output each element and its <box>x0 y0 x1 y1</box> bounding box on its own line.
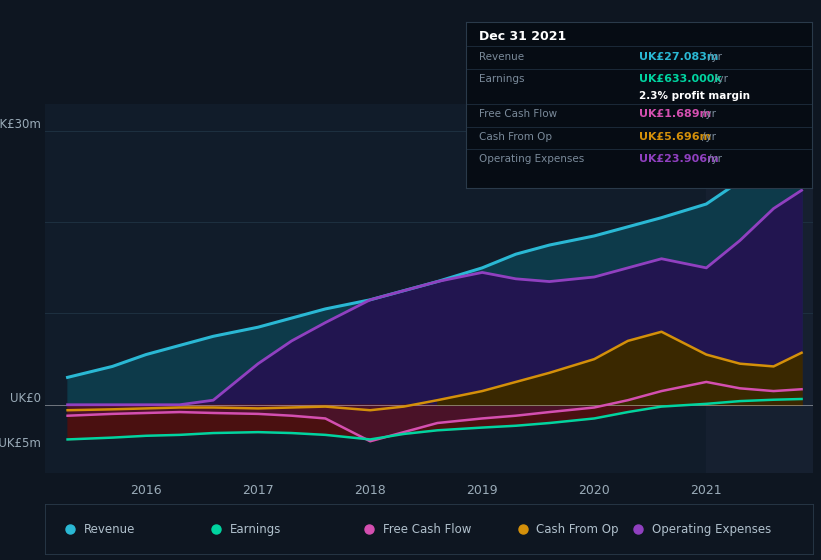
Text: /yr: /yr <box>702 109 716 119</box>
Text: /yr: /yr <box>714 74 728 84</box>
Text: UK£0: UK£0 <box>11 392 41 405</box>
Text: Free Cash Flow: Free Cash Flow <box>383 522 471 536</box>
Text: UK£27.083m: UK£27.083m <box>639 52 718 62</box>
Text: UK£23.906m: UK£23.906m <box>639 154 718 164</box>
Text: Cash From Op: Cash From Op <box>536 522 619 536</box>
Text: Operating Expenses: Operating Expenses <box>479 154 585 164</box>
Text: UK£1.689m: UK£1.689m <box>639 109 711 119</box>
Text: UK£5.696m: UK£5.696m <box>639 132 711 142</box>
Text: Operating Expenses: Operating Expenses <box>652 522 771 536</box>
Text: Earnings: Earnings <box>479 74 525 84</box>
Text: /yr: /yr <box>708 154 722 164</box>
Text: UK£633.000k: UK£633.000k <box>639 74 722 84</box>
Text: Revenue: Revenue <box>479 52 525 62</box>
Text: UK£30m: UK£30m <box>0 118 41 131</box>
Text: Cash From Op: Cash From Op <box>479 132 553 142</box>
Text: Dec 31 2021: Dec 31 2021 <box>479 30 566 43</box>
Bar <box>706 104 813 473</box>
Text: 2.3% profit margin: 2.3% profit margin <box>639 91 750 101</box>
Text: Free Cash Flow: Free Cash Flow <box>479 109 557 119</box>
Text: /yr: /yr <box>702 132 716 142</box>
Text: /yr: /yr <box>708 52 722 62</box>
Text: -UK£5m: -UK£5m <box>0 437 41 450</box>
Text: Earnings: Earnings <box>229 522 281 536</box>
Text: Revenue: Revenue <box>84 522 135 536</box>
